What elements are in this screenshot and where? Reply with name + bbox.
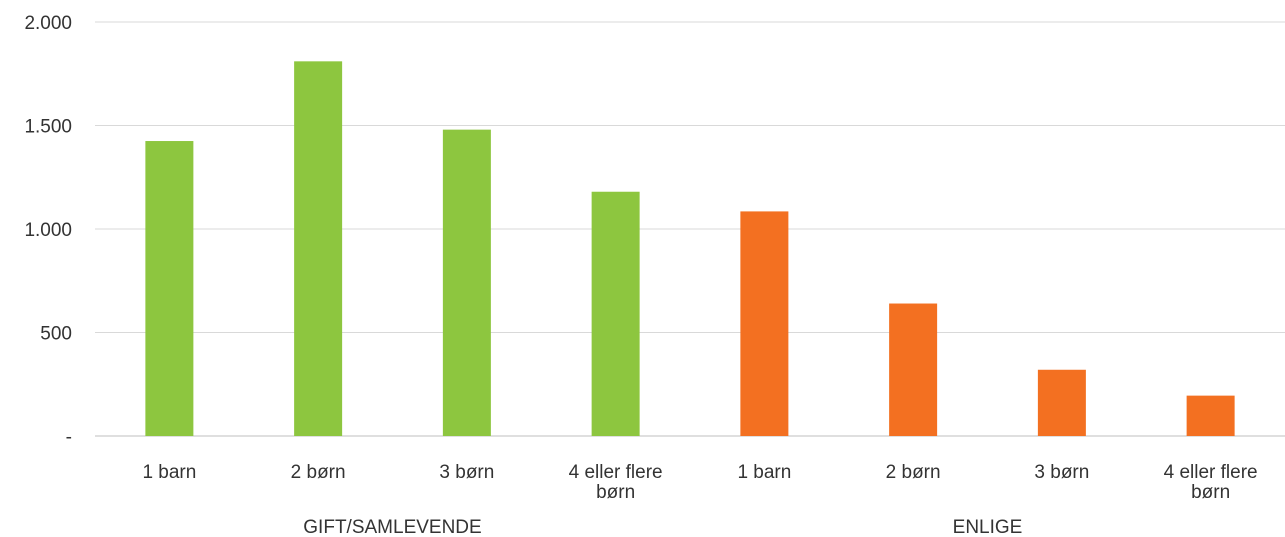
y-tick-label: 1.500 [24, 117, 72, 138]
y-tick-label: 1.000 [24, 220, 72, 241]
category-label: 4 eller flere børn [1164, 462, 1258, 503]
bar [145, 141, 194, 436]
y-tick-label: - [66, 427, 72, 448]
category-label: 3 børn [1034, 462, 1089, 483]
category-label: 2 børn [291, 462, 346, 483]
category-label: 4 eller flere børn [569, 462, 663, 503]
y-tick-label: 2.000 [24, 13, 72, 34]
category-label: 2 børn [886, 462, 941, 483]
category-label: 1 barn [737, 462, 791, 483]
bar [442, 129, 491, 436]
group-label: GIFT/SAMLEVENDE [303, 517, 481, 537]
bar [591, 191, 640, 436]
category-label: 1 barn [142, 462, 196, 483]
category-label: 3 børn [439, 462, 494, 483]
bar [1037, 369, 1086, 436]
bar [1186, 395, 1235, 436]
bar [740, 211, 789, 436]
bar [294, 61, 343, 437]
bar [889, 303, 938, 436]
group-label: ENLIGE [953, 517, 1023, 537]
y-tick-label: 500 [40, 324, 72, 345]
